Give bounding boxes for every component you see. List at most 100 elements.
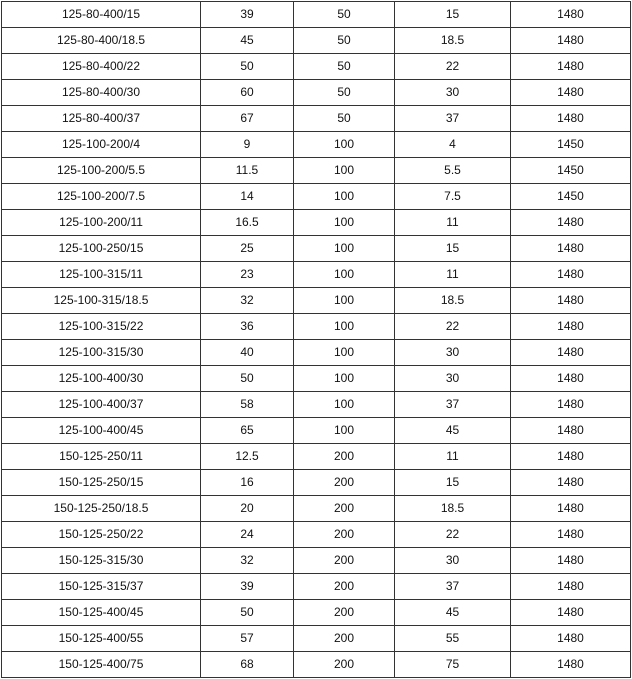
table-row: 125-100-200/7.5 14 100 7.5 1450 [1,183,631,210]
col3-cell: 50 [293,27,395,54]
col3-cell: 100 [293,339,395,366]
col2-cell: 36 [200,313,294,340]
col4-cell: 11 [394,209,511,236]
speed-cell: 1480 [510,547,631,574]
speed-cell: 1480 [510,495,631,522]
col4-cell: 30 [394,339,511,366]
col3-cell: 200 [293,625,395,652]
col2-cell: 60 [200,79,294,106]
speed-cell: 1450 [510,157,631,184]
col4-cell: 22 [394,53,511,80]
col3-cell: 100 [293,157,395,184]
col4-cell: 11 [394,443,511,470]
model-cell: 150-125-315/37 [1,573,201,600]
col3-cell: 200 [293,573,395,600]
table-row: 125-100-315/18.5 32 100 18.5 1480 [1,287,631,314]
speed-cell: 1480 [510,573,631,600]
col4-cell: 15 [394,1,511,28]
model-cell: 150-125-250/22 [1,521,201,548]
col3-cell: 50 [293,53,395,80]
col3-cell: 100 [293,365,395,392]
col3-cell: 100 [293,313,395,340]
speed-cell: 1480 [510,287,631,314]
col2-cell: 24 [200,521,294,548]
table-row: 150-125-400/45 50 200 45 1480 [1,599,631,626]
col2-cell: 32 [200,547,294,574]
table-row: 150-125-250/18.5 20 200 18.5 1480 [1,495,631,522]
col3-cell: 100 [293,391,395,418]
col4-cell: 30 [394,547,511,574]
col3-cell: 50 [293,79,395,106]
model-cell: 125-80-400/15 [1,1,201,28]
model-cell: 150-125-400/75 [1,651,201,678]
col4-cell: 30 [394,365,511,392]
col4-cell: 15 [394,469,511,496]
speed-cell: 1480 [510,443,631,470]
col2-cell: 16 [200,469,294,496]
col4-cell: 4 [394,131,511,158]
col4-cell: 45 [394,417,511,444]
speed-cell: 1480 [510,235,631,262]
model-cell: 125-80-400/22 [1,53,201,80]
col2-cell: 14 [200,183,294,210]
model-cell: 125-80-400/18.5 [1,27,201,54]
col2-cell: 67 [200,105,294,132]
col2-cell: 25 [200,235,294,262]
col2-cell: 50 [200,53,294,80]
col3-cell: 100 [293,183,395,210]
model-cell: 150-125-250/18.5 [1,495,201,522]
model-cell: 125-100-315/22 [1,313,201,340]
speed-cell: 1480 [510,313,631,340]
col3-cell: 200 [293,495,395,522]
col4-cell: 22 [394,521,511,548]
col3-cell: 200 [293,443,395,470]
col2-cell: 39 [200,1,294,28]
col3-cell: 100 [293,287,395,314]
col2-cell: 58 [200,391,294,418]
speed-cell: 1480 [510,209,631,236]
model-cell: 125-100-200/11 [1,209,201,236]
speed-cell: 1480 [510,339,631,366]
col2-cell: 50 [200,599,294,626]
col3-cell: 100 [293,417,395,444]
speed-cell: 1480 [510,1,631,28]
table-row: 150-125-250/15 16 200 15 1480 [1,469,631,496]
col4-cell: 18.5 [394,287,511,314]
table-row: 150-125-400/55 57 200 55 1480 [1,625,631,652]
col4-cell: 7.5 [394,183,511,210]
col4-cell: 11 [394,261,511,288]
col3-cell: 100 [293,209,395,236]
model-cell: 125-100-315/30 [1,339,201,366]
table-row: 125-100-200/5.5 11.5 100 5.5 1450 [1,157,631,184]
col2-cell: 16.5 [200,209,294,236]
table-row: 150-125-315/37 39 200 37 1480 [1,573,631,600]
col2-cell: 11.5 [200,157,294,184]
col4-cell: 15 [394,235,511,262]
model-cell: 125-100-400/45 [1,417,201,444]
model-cell: 125-80-400/30 [1,79,201,106]
col2-cell: 9 [200,131,294,158]
model-cell: 125-100-250/15 [1,235,201,262]
speed-cell: 1480 [510,625,631,652]
table-row: 125-100-200/4 9 100 4 1450 [1,131,631,158]
col3-cell: 100 [293,261,395,288]
col3-cell: 200 [293,521,395,548]
table-row: 125-100-200/11 16.5 100 11 1480 [1,209,631,236]
speed-cell: 1480 [510,53,631,80]
model-cell: 150-125-250/11 [1,443,201,470]
table-row: 125-80-400/30 60 50 30 1480 [1,79,631,106]
table-row: 125-80-400/15 39 50 15 1480 [1,1,631,28]
speed-cell: 1480 [510,261,631,288]
col3-cell: 100 [293,235,395,262]
col2-cell: 23 [200,261,294,288]
col2-cell: 39 [200,573,294,600]
model-cell: 125-100-315/11 [1,261,201,288]
model-cell: 125-100-315/18.5 [1,287,201,314]
speed-cell: 1450 [510,131,631,158]
col2-cell: 12.5 [200,443,294,470]
model-cell: 150-125-315/30 [1,547,201,574]
model-cell: 125-100-400/30 [1,365,201,392]
model-cell: 125-100-200/5.5 [1,157,201,184]
model-cell: 125-100-200/7.5 [1,183,201,210]
